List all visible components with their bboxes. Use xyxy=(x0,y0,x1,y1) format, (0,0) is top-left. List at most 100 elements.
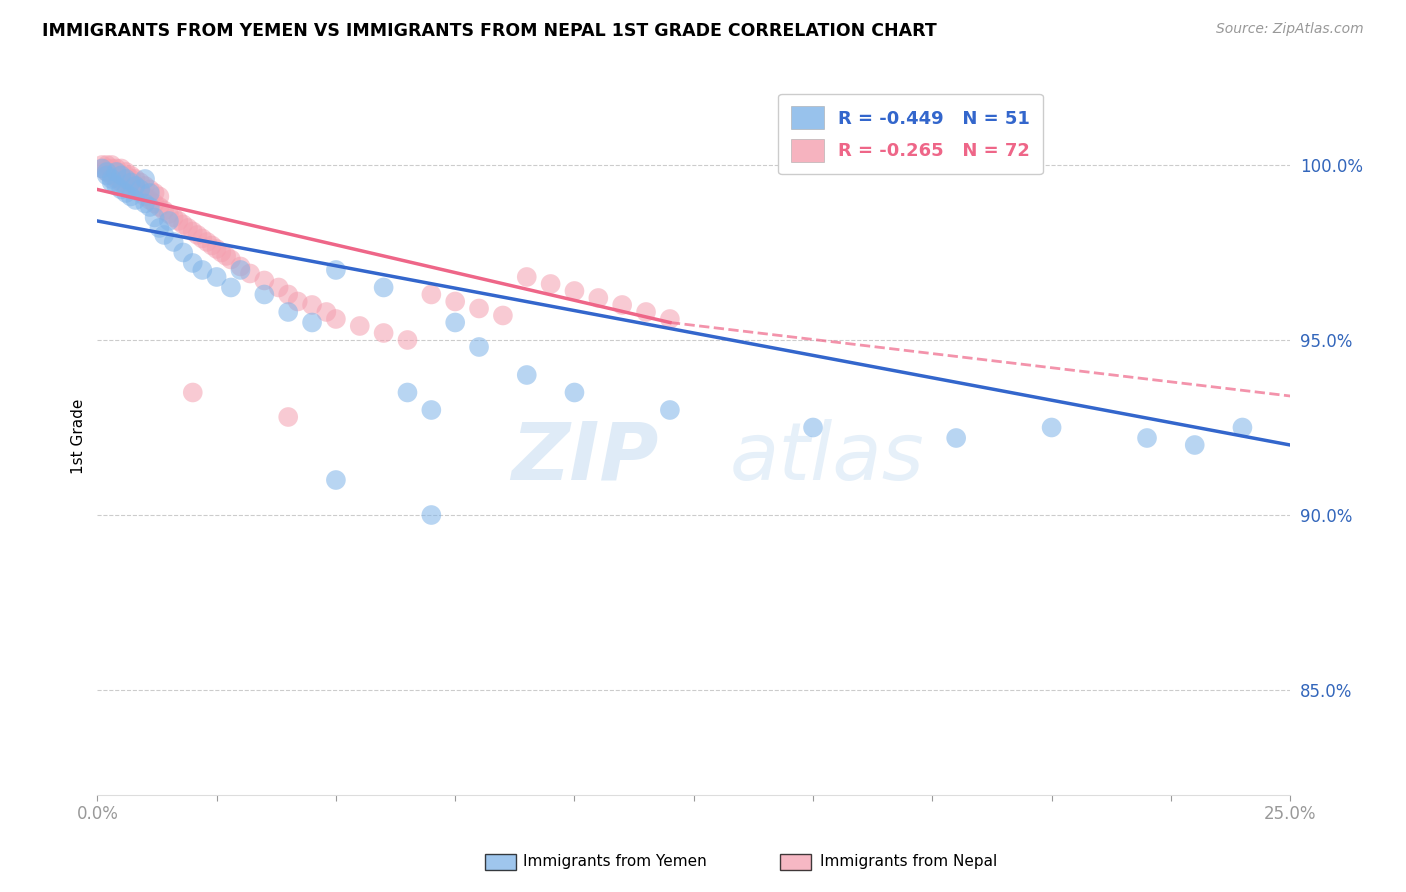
Point xyxy=(315,305,337,319)
Point xyxy=(105,165,128,179)
Point xyxy=(91,161,114,176)
Legend: R = -0.449   N = 51, R = -0.265   N = 72: R = -0.449 N = 51, R = -0.265 N = 72 xyxy=(779,94,1043,174)
Point xyxy=(100,176,122,190)
Point xyxy=(253,273,276,287)
Point xyxy=(139,186,162,200)
Point xyxy=(267,280,290,294)
Point xyxy=(129,182,152,196)
Point xyxy=(301,316,323,330)
Point xyxy=(468,340,491,354)
Point xyxy=(105,165,128,179)
Point xyxy=(115,172,138,186)
Point xyxy=(115,165,138,179)
Point xyxy=(100,172,122,186)
Point xyxy=(1136,431,1159,445)
Point xyxy=(139,200,162,214)
Point xyxy=(100,161,122,176)
Point xyxy=(191,263,214,277)
Point xyxy=(181,224,204,238)
Point xyxy=(444,316,467,330)
Point xyxy=(96,161,118,176)
Point xyxy=(134,172,156,186)
Point xyxy=(588,291,610,305)
Point xyxy=(100,169,122,183)
Point xyxy=(516,270,538,285)
Point xyxy=(205,242,228,256)
Text: IMMIGRANTS FROM YEMEN VS IMMIGRANTS FROM NEPAL 1ST GRADE CORRELATION CHART: IMMIGRANTS FROM YEMEN VS IMMIGRANTS FROM… xyxy=(42,22,936,40)
Point xyxy=(420,403,443,417)
Point xyxy=(468,301,491,316)
Point xyxy=(945,431,967,445)
Point xyxy=(277,409,299,424)
Point xyxy=(325,312,347,326)
Point xyxy=(139,193,162,207)
Point xyxy=(1232,420,1254,434)
Point xyxy=(143,196,166,211)
Point xyxy=(801,420,824,434)
Point xyxy=(219,280,242,294)
Point xyxy=(373,326,395,340)
Point xyxy=(148,189,170,203)
Point xyxy=(253,287,276,301)
Point xyxy=(564,385,586,400)
Point xyxy=(124,178,146,193)
Point xyxy=(120,189,142,203)
Point xyxy=(181,256,204,270)
Point xyxy=(153,227,176,242)
Point xyxy=(110,169,132,183)
Point xyxy=(105,172,128,186)
Point xyxy=(540,277,562,291)
Point xyxy=(396,385,419,400)
Point xyxy=(148,221,170,235)
Point xyxy=(177,221,200,235)
Point xyxy=(143,186,166,200)
Point xyxy=(124,178,146,193)
Point xyxy=(96,158,118,172)
Point xyxy=(134,196,156,211)
Point xyxy=(139,182,162,196)
Point xyxy=(110,161,132,176)
Text: atlas: atlas xyxy=(730,418,924,497)
Point xyxy=(115,186,138,200)
Text: Immigrants from Nepal: Immigrants from Nepal xyxy=(820,855,997,869)
Point xyxy=(373,280,395,294)
Point xyxy=(187,227,209,242)
Point xyxy=(1040,420,1063,434)
Point xyxy=(153,203,176,218)
Point xyxy=(658,403,681,417)
Point xyxy=(115,169,138,183)
Point xyxy=(172,218,194,232)
Point xyxy=(120,172,142,186)
Point xyxy=(229,260,252,274)
Point xyxy=(124,172,146,186)
Point xyxy=(420,508,443,522)
Point xyxy=(444,294,467,309)
Point xyxy=(349,318,371,333)
Point xyxy=(105,161,128,176)
Point xyxy=(205,270,228,285)
Point xyxy=(120,169,142,183)
Point xyxy=(325,473,347,487)
Point xyxy=(163,211,186,225)
Text: ZIP: ZIP xyxy=(510,418,658,497)
Point xyxy=(396,333,419,347)
Point xyxy=(229,263,252,277)
Point xyxy=(157,207,180,221)
Point xyxy=(219,252,242,267)
Point xyxy=(120,176,142,190)
Point xyxy=(157,214,180,228)
Point xyxy=(129,186,152,200)
Point xyxy=(148,200,170,214)
Point xyxy=(325,263,347,277)
Point xyxy=(105,178,128,193)
Point xyxy=(239,267,262,281)
Point xyxy=(215,249,238,263)
Point xyxy=(564,284,586,298)
Point xyxy=(1184,438,1206,452)
Point xyxy=(181,385,204,400)
Point xyxy=(516,368,538,382)
Point xyxy=(191,231,214,245)
Point xyxy=(91,158,114,172)
Point xyxy=(658,312,681,326)
Point xyxy=(172,245,194,260)
